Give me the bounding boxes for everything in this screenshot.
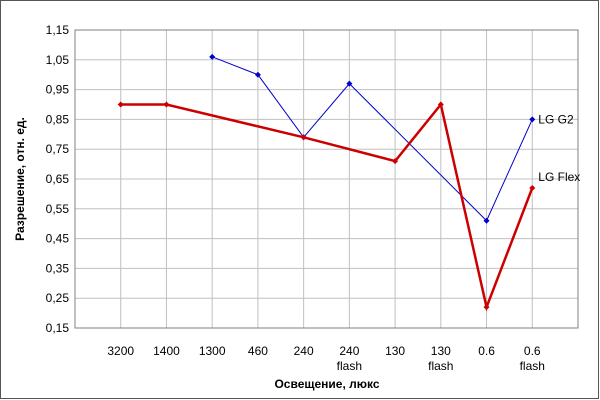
x-tick-label-line: 3200 bbox=[107, 344, 134, 358]
x-tick-label: 1400 bbox=[153, 344, 180, 358]
y-tick-label: 0,85 bbox=[46, 112, 70, 126]
x-tick-label-line: flash bbox=[337, 359, 362, 373]
x-tick-label: 0.6 flash bbox=[520, 344, 545, 373]
marker bbox=[529, 116, 536, 123]
y-tick-label: 1,05 bbox=[46, 53, 70, 67]
marker bbox=[483, 304, 490, 311]
x-tick-label-line: flash bbox=[520, 359, 545, 373]
y-tick-label: 0,25 bbox=[46, 291, 70, 305]
y-tick-label: 0,75 bbox=[46, 142, 70, 156]
marker bbox=[346, 80, 353, 87]
x-tick-label-line: flash bbox=[428, 359, 453, 373]
x-tick-label-line: 460 bbox=[248, 344, 268, 358]
x-tick-label-line: 1300 bbox=[199, 344, 226, 358]
series-label: LG G2 bbox=[538, 112, 574, 126]
x-tick-label-line: 0.6 bbox=[524, 344, 541, 358]
y-axis-label: Разрешение, отн. ед. bbox=[13, 117, 27, 241]
x-tick-label: 130 flash bbox=[428, 344, 453, 373]
y-tick-label: 0,35 bbox=[46, 261, 70, 275]
x-tick-label: 1300 bbox=[199, 344, 226, 358]
x-tick-label: 0.6 bbox=[478, 344, 495, 358]
series-line bbox=[211, 56, 533, 222]
x-tick-label-line: 130 bbox=[431, 344, 451, 358]
x-axis-label: Освещение, люкс bbox=[274, 377, 379, 391]
y-tick-label: 0,95 bbox=[46, 83, 70, 97]
plot-border bbox=[74, 29, 579, 329]
x-tick-label: 460 bbox=[248, 344, 268, 358]
x-tick-label-line: 240 bbox=[339, 344, 359, 358]
y-tick-label: 0,45 bbox=[46, 232, 70, 246]
marker bbox=[437, 101, 444, 108]
y-tick-label: 0,55 bbox=[46, 202, 70, 216]
y-tick-label: 1,15 bbox=[46, 23, 70, 37]
x-tick-label-line: 1400 bbox=[153, 344, 180, 358]
marker bbox=[163, 101, 170, 108]
marker bbox=[254, 71, 261, 78]
marker bbox=[117, 101, 124, 108]
x-tick-label-line: 240 bbox=[294, 344, 314, 358]
y-tick-label: 0,65 bbox=[46, 172, 70, 186]
marker bbox=[392, 158, 399, 165]
marker bbox=[209, 53, 216, 60]
x-tick-label-line: 130 bbox=[385, 344, 405, 358]
x-tick-label: 240 bbox=[294, 344, 314, 358]
x-tick-label: 240 flash bbox=[337, 344, 362, 373]
marker bbox=[483, 217, 490, 224]
x-tick-label: 130 bbox=[385, 344, 405, 358]
x-tick-label: 3200 bbox=[107, 344, 134, 358]
x-tick-label-line: 0.6 bbox=[478, 344, 495, 358]
marker bbox=[529, 184, 536, 191]
y-tick-label: 0,15 bbox=[46, 321, 70, 335]
series-label: LG Flex bbox=[538, 170, 580, 184]
marker bbox=[300, 134, 307, 141]
